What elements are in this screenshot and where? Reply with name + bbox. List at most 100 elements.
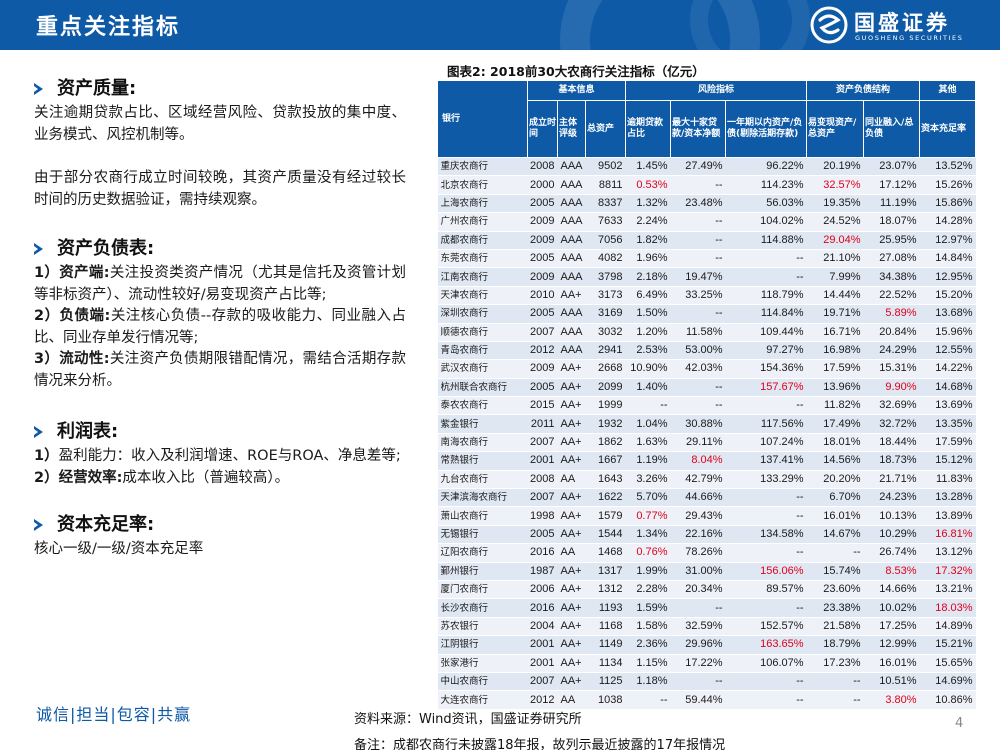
cell-top10: 78.26%: [670, 543, 726, 563]
cell-mismatch: 96.22%: [725, 157, 807, 177]
cell-overdue: --: [625, 690, 671, 710]
cell-car: 10.86%: [919, 690, 976, 710]
cell-overdue: 3.26%: [625, 470, 671, 490]
table-row: 江阴银行 2001 AA+ 1149 2.36% 29.96% 163.65% 18.79% 1…: [437, 635, 976, 655]
cell-assets: 7633: [585, 212, 626, 232]
figure-title: 图表2: 2018前30大农商行关注指标（亿元）: [447, 64, 705, 79]
cell-liquid: 20.19%: [806, 157, 864, 177]
cell-top10: 22.16%: [670, 525, 726, 545]
cell-car: 13.28%: [919, 488, 976, 508]
cell-interbank: 10.13%: [863, 506, 920, 526]
cell-car: 11.83%: [919, 470, 976, 490]
cell-bank: 上海农商行: [437, 194, 528, 214]
cell-overdue: 1.99%: [625, 562, 671, 581]
cell-mismatch: --: [725, 249, 807, 269]
cell-year: 1998: [527, 506, 558, 526]
cell-car: 14.69%: [919, 672, 976, 692]
cell-bank: 大连农商行: [437, 690, 528, 710]
table-row: 上海农商行 2005 AAA 8337 1.32% 23.48% 56.03% 19.35% 1…: [437, 194, 976, 214]
cell-car: 15.86%: [919, 194, 976, 214]
cell-interbank: 25.95%: [863, 231, 920, 250]
cell-top10: 44.66%: [670, 488, 726, 508]
cell-assets: 1125: [585, 672, 626, 692]
cell-top10: 29.11%: [670, 433, 726, 453]
cell-rating: AAA: [557, 194, 586, 214]
cell-top10: 29.96%: [670, 635, 726, 655]
cell-top10: 19.47%: [670, 267, 726, 287]
cell-interbank: 11.19%: [863, 194, 920, 214]
cell-overdue: 1.63%: [625, 433, 671, 453]
cell-rating: AA+: [557, 451, 586, 471]
paragraph: 关注逾期贷款占比、区域经营风险、贷款投放的集中度、业务模式、风控机制等。: [34, 105, 406, 143]
cell-mismatch: 163.65%: [725, 635, 807, 655]
cell-mismatch: --: [725, 267, 807, 287]
cell-bank: 东莞农商行: [437, 249, 528, 269]
cell-rating: AA+: [557, 580, 586, 600]
table-row: 大连农商行 2012 AA 1038 -- 59.44% -- -- 3.80% 10.86%: [437, 690, 976, 710]
cell-overdue: 1.58%: [625, 617, 671, 637]
cell-overdue: 1.59%: [625, 598, 671, 618]
cell-liquid: 16.01%: [806, 506, 864, 526]
item-label: 2）经营效率:: [34, 469, 123, 486]
cell-overdue: 1.82%: [625, 231, 671, 250]
cell-overdue: 2.36%: [625, 635, 671, 655]
cell-overdue: 0.77%: [625, 506, 671, 526]
cell-mismatch: --: [725, 598, 807, 618]
cell-rating: AAA: [557, 212, 586, 232]
cell-assets: 3798: [585, 267, 626, 287]
cell-car: 12.97%: [919, 231, 976, 250]
cell-overdue: 1.34%: [625, 525, 671, 545]
table-row: 成都农商行 2009 AAA 7056 1.82% -- 114.88% 29.04% 25.9…: [437, 231, 976, 250]
table-row: 紫金银行 2011 AA+ 1932 1.04% 30.88% 117.56% 17.49% 3…: [437, 414, 976, 434]
cell-car: 15.26%: [919, 175, 976, 195]
cell-overdue: 5.70%: [625, 488, 671, 508]
cell-top10: 20.34%: [670, 580, 726, 600]
cell-bank: 天津滨海农商行: [437, 488, 528, 508]
cell-interbank: 23.07%: [863, 157, 920, 177]
cell-bank: 青岛农商行: [437, 341, 528, 361]
cell-rating: AAA: [557, 304, 586, 324]
table-row: 南海农商行 2007 AA+ 1862 1.63% 29.11% 107.24% 18.01%…: [437, 433, 976, 453]
cell-interbank: 9.90%: [863, 378, 920, 398]
cell-rating: AA: [557, 690, 586, 710]
cell-rating: AA+: [557, 378, 586, 398]
bullet-arrow-icon: [34, 426, 43, 438]
cell-mismatch: 104.02%: [725, 212, 807, 232]
cell-bank: 九台农商行: [437, 470, 528, 490]
cell-liquid: 13.96%: [806, 378, 864, 398]
cell-liquid: 21.10%: [806, 249, 864, 269]
section-title-text: 资产质量:: [57, 78, 137, 99]
cell-top10: --: [670, 249, 726, 269]
cell-rating: AA+: [557, 672, 586, 692]
cell-liquid: 18.01%: [806, 433, 864, 453]
cell-liquid: 11.82%: [806, 396, 864, 416]
cell-year: 2010: [527, 286, 558, 306]
cell-top10: --: [670, 598, 726, 618]
cell-top10: --: [670, 378, 726, 398]
cell-liquid: 17.23%: [806, 654, 864, 673]
cell-year: 2015: [527, 396, 558, 416]
cell-liquid: 7.99%: [806, 267, 864, 287]
cell-year: 2007: [527, 488, 558, 508]
cell-mismatch: 117.56%: [725, 414, 807, 434]
cell-rating: AA+: [557, 617, 586, 637]
table-row: 辽阳农商行 2016 AA 1468 0.76% 78.26% -- -- 26.74% 13.1…: [437, 543, 976, 563]
table-row: 顺德农商行 2007 AAA 3032 1.20% 11.58% 109.44% 16.71%…: [437, 323, 976, 342]
cell-bank: 鄞州银行: [437, 562, 528, 581]
cell-top10: 32.59%: [670, 617, 726, 637]
cell-year: 2005: [527, 304, 558, 324]
paragraph: 3）流动性:关注资产负债期限错配情况，需结合活期存款情况来分析。: [34, 349, 406, 392]
cell-liquid: --: [806, 543, 864, 563]
item-text: 关注资产负债期限错配情况，需结合活期存款情况来分析。: [34, 351, 407, 389]
cell-mismatch: --: [725, 506, 807, 526]
cell-overdue: 1.04%: [625, 414, 671, 434]
bullet-arrow-icon: [34, 243, 43, 255]
cell-rating: AAA: [557, 175, 586, 195]
cell-interbank: 24.23%: [863, 488, 920, 508]
cell-bank: 武汉农商行: [437, 359, 528, 379]
cell-year: 2007: [527, 323, 558, 342]
cell-rating: AA+: [557, 488, 586, 508]
cell-liquid: 14.67%: [806, 525, 864, 545]
cell-car: 15.12%: [919, 451, 976, 471]
cell-liquid: 20.20%: [806, 470, 864, 490]
